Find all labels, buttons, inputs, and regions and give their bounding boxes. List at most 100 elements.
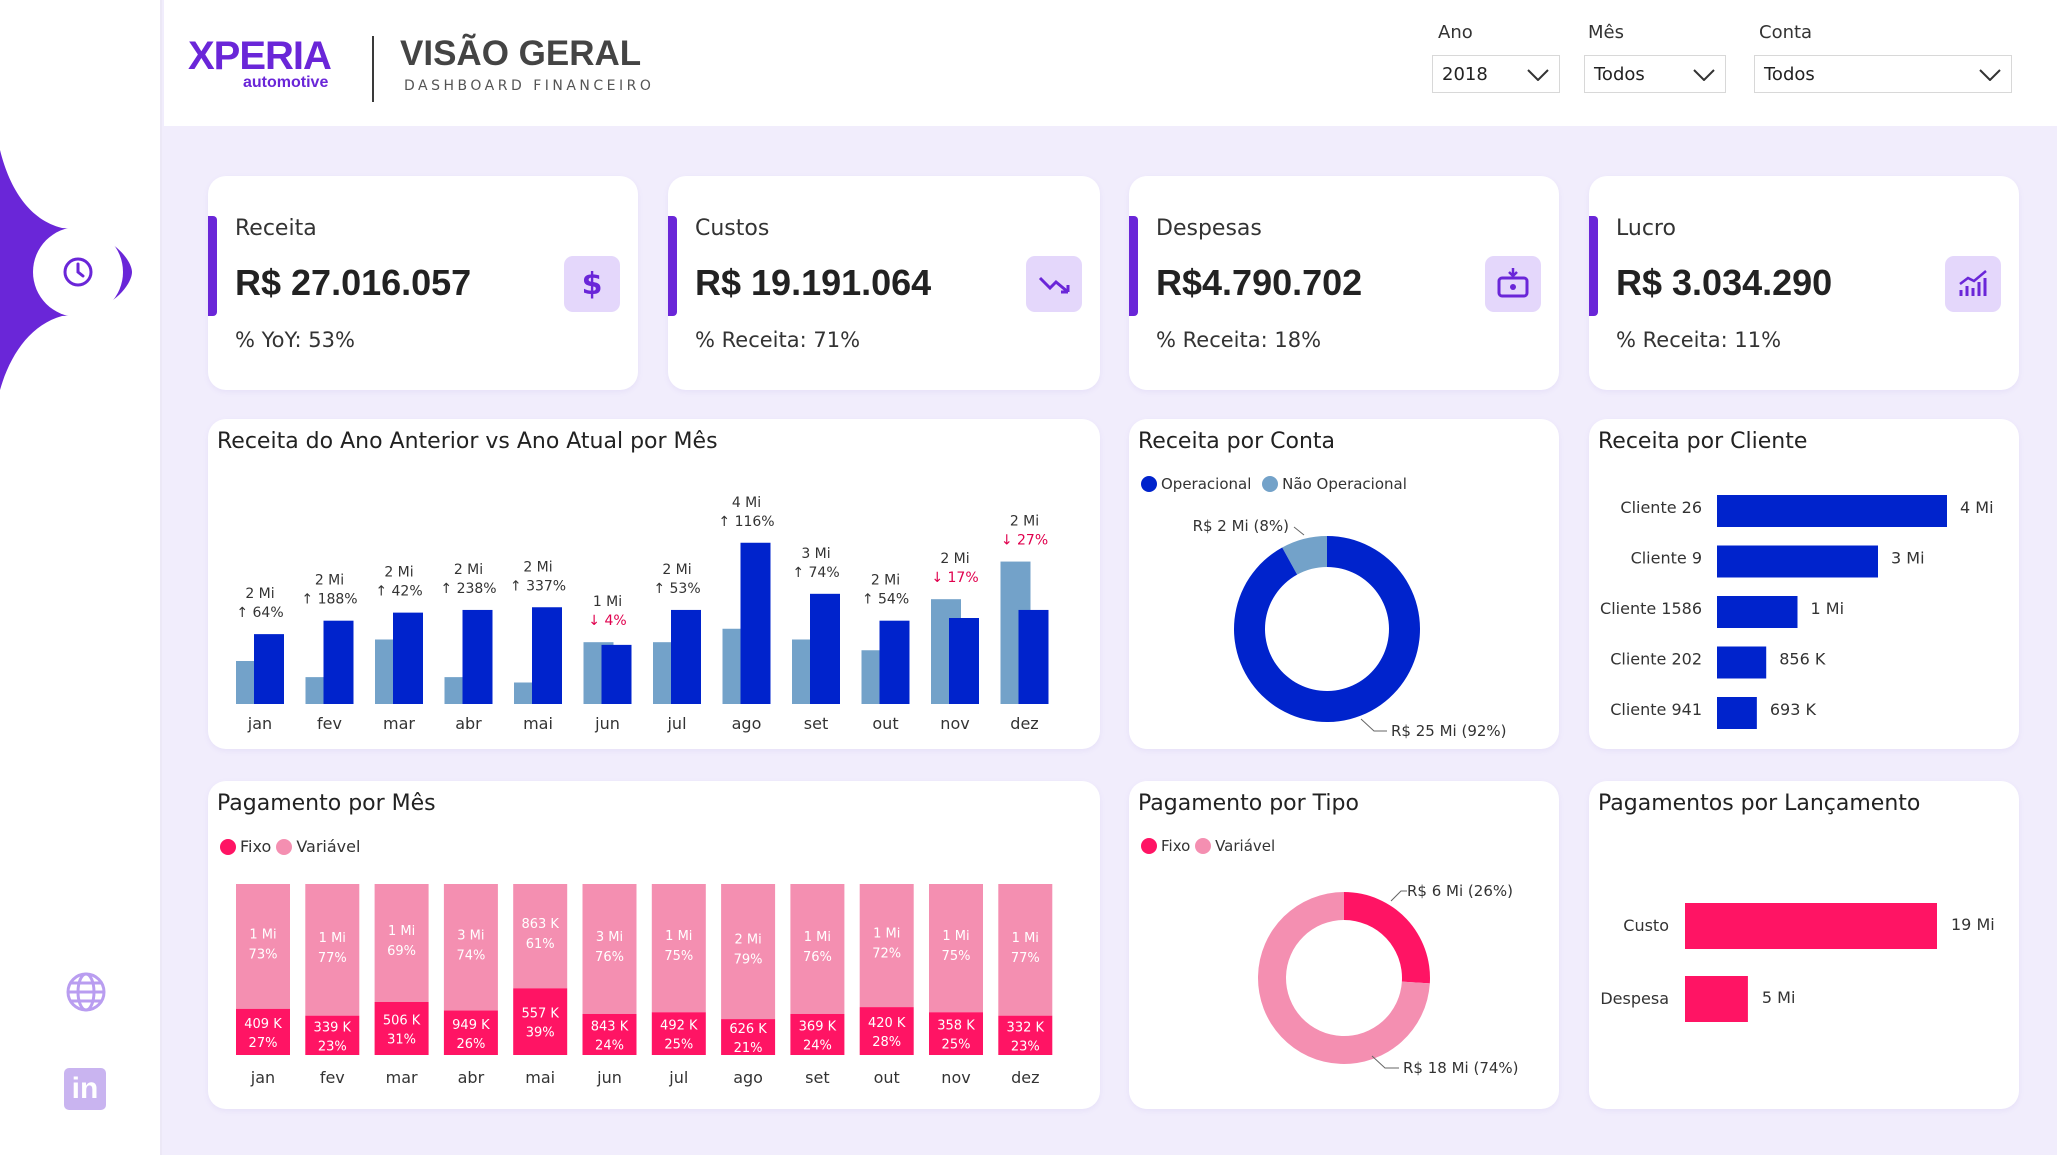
kpi-sub: % Receita: 71% [695,328,861,352]
bar [1717,697,1757,729]
pct-label: 77% [318,951,347,966]
bar [1685,903,1937,949]
data-label: 1 Mi [665,929,692,944]
bar-fixo [651,1012,706,1055]
bar-variavel [859,884,914,1008]
chart-receita-cliente-plot: Cliente 26 4 Mi Cliente 9 3 Mi Cliente 1586 1… [1600,495,1994,729]
pct-label: 21% [734,1041,763,1056]
x-tick-label: nov [940,714,969,733]
bar-current-year [810,593,840,704]
data-label: 332 K [1007,1020,1045,1035]
data-label: 2 Mi [384,565,413,581]
kpi-card-lucro: Lucro R$ 3.034.290 % Receita: 11% [1589,176,2019,390]
kpi-accent [1129,216,1138,316]
pct-label: 39% [526,1026,555,1041]
x-tick-label: fev [320,1068,345,1087]
bar-variavel [582,884,637,1014]
legend: Fixo Variável [1141,837,1275,855]
pct-label: ↑ 74% [792,565,839,581]
bar [1717,495,1947,527]
pct-label: 25% [664,1038,693,1053]
bar [1717,545,1878,578]
x-tick-label: jul [666,714,686,733]
filter-select-conta[interactable]: Todos [1754,55,2012,93]
pct-label: 31% [387,1032,416,1047]
data-label: 693 K [1770,700,1817,719]
data-label: 1 Mi [388,924,415,939]
trend-down-icon [1026,256,1082,312]
data-label: 3 Mi [801,546,830,562]
globe-icon[interactable] [64,970,108,1014]
legend-item-fixo: Fixo [1141,837,1190,855]
logo-subtitle: automotive [243,74,329,91]
data-label: 863 K [521,917,559,932]
bar [1685,976,1748,1022]
slice-operacional [1234,536,1420,722]
data-label: 2 Mi [454,562,483,578]
bar-current-year [254,634,284,704]
data-label: 339 K [314,1020,352,1035]
data-label: 2 Mi [315,573,344,589]
kpi-accent [668,216,677,316]
data-label: 4 Mi [1960,498,1994,517]
pct-label: 76% [595,950,624,965]
kpi-sub: % YoY: 53% [235,328,355,352]
pct-label: 75% [942,949,971,964]
pct-label: 61% [526,937,555,952]
leader-line [1371,1055,1399,1069]
kpi-value: R$ 27.016.057 [235,262,472,303]
chevron-down-icon [1693,69,1715,81]
slice-variavel [1258,892,1430,1064]
kpi-sub: % Receita: 18% [1156,328,1322,352]
slice-label: R$ 6 Mi (26%) [1407,882,1513,900]
kpi-label: Despesas [1156,216,1262,241]
y-tick-label: Despesa [1600,989,1669,1008]
clock-icon[interactable] [56,250,100,294]
filter-select-ano[interactable]: 2018 [1432,55,1560,93]
y-tick-label: Cliente 1586 [1600,599,1702,618]
data-label: 3 Mi [1891,549,1925,568]
y-tick-label: Cliente 9 [1631,549,1702,568]
x-tick-label: out [872,714,898,733]
chart-receita-mes: Receita do Ano Anterior vs Ano Atual por… [208,419,1100,749]
chart-receita-cliente: Receita por Cliente Cliente 26 4 Mi Client… [1589,419,2019,749]
bar-fixo [374,1001,429,1055]
pct-label: 75% [664,949,693,964]
filter-value-ano: 2018 [1442,64,1488,85]
chevron-down-icon [1979,69,2001,81]
kpi-label: Lucro [1616,216,1676,241]
filter-select-mes[interactable]: Todos [1584,55,1726,93]
pct-label: ↑ 337% [510,578,566,594]
pct-label: 23% [318,1039,347,1054]
chart-pagamentos-lancamento: Pagamentos por Lançamento Custo 19 Mi Desp… [1589,781,2019,1109]
filter-label-ano: Ano [1438,22,1473,43]
kpi-card-despesas: Despesas R$4.790.702 % Receita: 18% [1129,176,1559,390]
pct-label: 23% [1011,1039,1040,1054]
header [164,0,2057,126]
slice-label: R$ 18 Mi (74%) [1403,1059,1519,1077]
data-label: 557 K [521,1007,559,1022]
x-tick-label: jun [594,714,620,733]
x-tick-label: jul [668,1068,688,1087]
x-tick-label: jun [596,1068,622,1087]
bar-fixo [998,1015,1053,1055]
filter-label-mes: Mês [1588,22,1624,43]
pct-label: 77% [1011,951,1040,966]
x-tick-label: ago [733,1068,763,1087]
data-label: 3 Mi [457,928,484,943]
kpi-accent [208,216,217,316]
linkedin-icon[interactable]: in [64,1068,106,1110]
x-tick-label: mai [525,1068,555,1087]
bar-current-year [462,609,493,704]
chevron-down-icon [1527,69,1549,81]
x-tick-label: fev [317,714,342,733]
pct-label: ↓ 17% [931,570,978,586]
bar-current-year [740,542,771,704]
chart-pagamento-mes: Pagamento por Mês Fixo Variável 1 Mi 73% 4… [208,781,1100,1109]
data-label: 1 Mi [593,594,622,610]
data-label: 1 Mi [942,929,969,944]
chart-receita-conta-plot: R$ 2 Mi (8%) R$ 25 Mi (92%) [1193,517,1507,740]
chart-pagamento-tipo-plot: R$ 6 Mi (26%) R$ 18 Mi (74%) [1258,882,1519,1077]
data-label: 1 Mi [249,927,276,942]
pct-label: 69% [387,944,416,959]
